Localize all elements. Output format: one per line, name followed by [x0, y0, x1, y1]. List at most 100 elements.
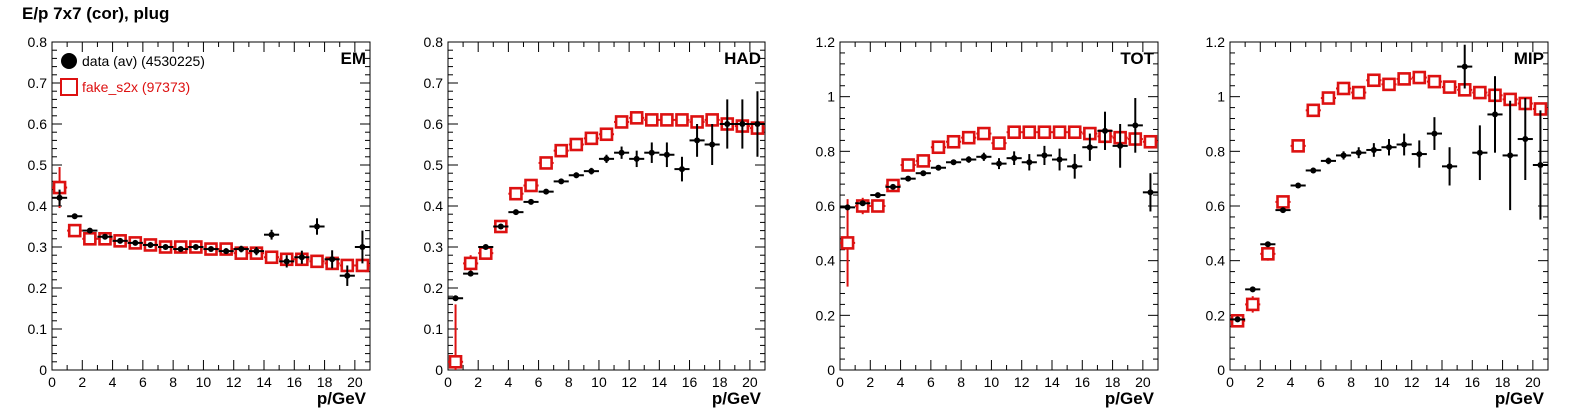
x-tick-label: 12	[1014, 374, 1030, 390]
x-tick-label: 0	[1226, 374, 1234, 390]
plot-frame	[839, 41, 1159, 371]
fake-point	[1412, 70, 1427, 85]
x-tick-label: 6	[535, 374, 543, 390]
legend-marker-data	[61, 53, 77, 69]
x-tick-label: 14	[1044, 374, 1060, 390]
data-point	[1026, 159, 1033, 166]
data-point	[890, 183, 896, 190]
x-tick-label: 2	[78, 374, 86, 390]
data-point	[102, 233, 108, 240]
panel-em: 0 2 4 6 8 10 12 14 16 18 20 0 0.1 0.2 0.3 0.4 0.5 0.6 0.7 0…	[28, 34, 371, 408]
y-tick-label: 0	[1217, 362, 1225, 378]
data-point	[1011, 155, 1018, 162]
series-group	[1230, 44, 1548, 328]
x-tick-label: 20	[347, 374, 363, 390]
fake-point	[614, 115, 629, 129]
data-point	[1431, 130, 1438, 137]
fake-point	[310, 254, 324, 269]
y-tick-label: 1	[827, 89, 835, 105]
series-group	[840, 98, 1158, 287]
data-point	[177, 246, 184, 253]
x-tick-label: 18	[712, 374, 728, 390]
y-tick-label: 0.4	[424, 198, 444, 214]
data-point	[588, 168, 595, 175]
fake-point	[1367, 73, 1381, 88]
data-point	[1522, 136, 1529, 143]
data-point	[238, 246, 245, 253]
data-point	[1295, 182, 1302, 189]
fake-point	[705, 113, 719, 127]
x-tick-label: 4	[1287, 374, 1295, 390]
data-point	[208, 246, 214, 253]
y-tick-label: 0.4	[28, 198, 48, 214]
data-point	[192, 244, 199, 250]
data-point	[86, 227, 93, 234]
x-tick-label: 12	[1404, 374, 1420, 390]
fake-point	[961, 130, 976, 145]
series-group	[448, 91, 765, 370]
data-point	[905, 175, 912, 182]
data-point	[1340, 152, 1347, 159]
y-tick-label: 0.2	[28, 280, 48, 296]
x-tick-label: 6	[139, 374, 147, 390]
data-point	[283, 258, 290, 265]
y-tick-label: 0.2	[1206, 307, 1226, 323]
data-point	[935, 164, 942, 171]
data-point	[1386, 144, 1392, 151]
data-point	[1310, 167, 1317, 174]
x-tick-label: 2	[866, 374, 874, 390]
fake-point	[629, 111, 644, 125]
data-point	[543, 188, 550, 195]
data-point	[1280, 207, 1286, 214]
y-tick-label: 0.8	[816, 143, 836, 159]
fake-point	[1022, 125, 1037, 139]
data-point	[859, 200, 866, 207]
data-point	[1132, 122, 1139, 129]
data-point	[724, 121, 731, 127]
x-axis-label: p/GeV	[1105, 389, 1155, 408]
fake-point	[977, 126, 991, 141]
fake-point	[1007, 125, 1021, 139]
data-point	[162, 244, 169, 250]
data-point	[344, 272, 351, 279]
x-tick-label: 8	[565, 374, 573, 390]
data-point	[558, 178, 565, 185]
data-point	[253, 248, 260, 255]
x-tick-label: 20	[1135, 374, 1151, 390]
data-point	[1056, 156, 1063, 163]
data-point	[573, 172, 580, 179]
fake-point	[946, 134, 961, 149]
x-tick-label: 8	[1347, 374, 1355, 390]
panel-mip: 0 2 4 6 8 10 12 14 16 18 20 0 0.2 0.4 0.6 0.8 1 1.2 MIP p/G…	[1206, 34, 1549, 408]
fake-point	[1473, 85, 1487, 100]
y-tick-label: 0.3	[424, 239, 444, 255]
y-tick-label: 0.7	[424, 75, 444, 91]
data-point	[1476, 149, 1483, 156]
fake-point	[660, 113, 674, 127]
data-point	[1416, 151, 1423, 158]
data-point	[920, 170, 927, 177]
x-tick-label: 16	[1464, 374, 1480, 390]
x-tick-label: 4	[504, 374, 512, 390]
fake-point	[554, 143, 569, 158]
y-tick-label: 0.4	[1206, 253, 1226, 269]
data-point	[980, 153, 987, 160]
x-tick-label: 4	[109, 374, 117, 390]
fake-point	[901, 158, 915, 172]
x-tick-label: 10	[984, 374, 1000, 390]
y-tick-label: 0.2	[816, 307, 836, 323]
data-point	[497, 223, 504, 230]
y-tick-label: 1	[1217, 89, 1225, 105]
panel-label: HAD	[724, 49, 761, 68]
y-tick-label: 0.5	[424, 157, 444, 173]
x-tick-label: 12	[621, 374, 637, 390]
data-point	[1086, 144, 1093, 151]
y-tick-label: 0.3	[28, 239, 48, 255]
panel-label: MIP	[1514, 49, 1544, 68]
y-tick-label: 0.6	[1206, 198, 1226, 214]
y-tick-label: 0.4	[816, 253, 836, 269]
data-point	[56, 194, 63, 201]
x-tick-label: 8	[957, 374, 965, 390]
data-point	[1264, 241, 1271, 248]
data-point	[1355, 149, 1362, 156]
